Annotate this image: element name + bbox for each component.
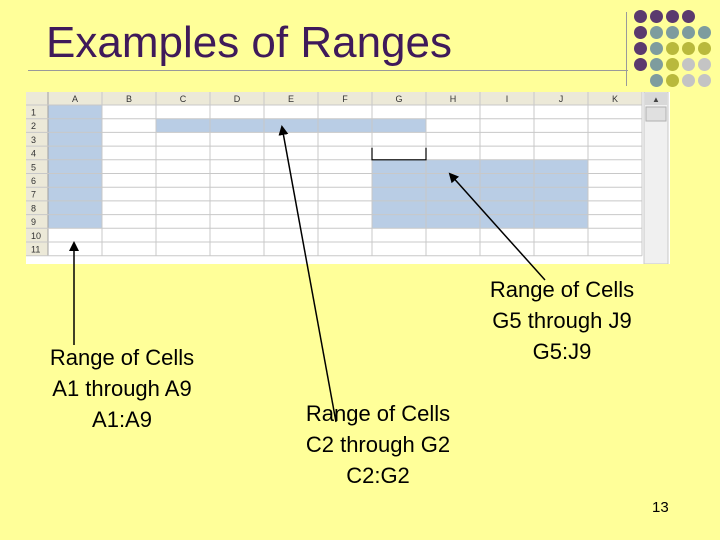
label-range-c: Range of Cells C2 through G2 C2:G2 — [262, 398, 494, 491]
decorative-dot — [698, 26, 711, 39]
label-range-c-line3: C2:G2 — [346, 463, 410, 488]
decorative-dot — [666, 58, 679, 71]
cell-selection-marker — [371, 147, 427, 161]
column-header-j: J — [559, 94, 564, 104]
row-header-8: 8 — [31, 203, 36, 213]
row-header-2: 2 — [31, 121, 36, 131]
decorative-dot — [666, 10, 679, 23]
label-range-a-line1: Range of Cells — [49, 345, 195, 370]
label-range-c-line1: Range of Cells — [305, 401, 451, 426]
label-range-c-line2: C2 through G2 — [305, 432, 451, 457]
range-highlight-a1-a9 — [48, 105, 102, 229]
arrow-to-range-c — [278, 125, 337, 423]
spreadsheet-grid: A B C D E F G H I J K 1 2 3 4 5 6 7 8 9 10 11 ▲ — [26, 92, 669, 264]
row-header-1: 1 — [31, 108, 36, 118]
decorative-dot — [634, 58, 647, 71]
page-number: 13 — [652, 499, 669, 516]
decorative-dot — [650, 58, 663, 71]
scroll-thumb — [645, 106, 667, 122]
decorative-dot — [634, 10, 647, 23]
decorative-dot — [666, 26, 679, 39]
column-header-d: D — [234, 94, 241, 104]
slide-title: Examples of Ranges — [46, 18, 452, 67]
label-range-g-line1: Range of Cells — [489, 277, 635, 302]
row-header-10: 10 — [31, 231, 41, 241]
decorative-dot — [682, 42, 695, 55]
decorative-dot — [698, 74, 711, 87]
decorative-dot — [650, 74, 663, 87]
label-range-g-line2: G5 through J9 — [492, 308, 632, 333]
column-header-k: K — [612, 94, 618, 104]
row-header-11: 11 — [31, 245, 40, 255]
row-header-3: 3 — [31, 135, 36, 145]
row-header-9: 9 — [31, 217, 36, 227]
row-header-7: 7 — [31, 190, 36, 200]
title-underline — [28, 70, 628, 71]
decorative-dot — [666, 42, 679, 55]
title-vertical-rule — [626, 12, 627, 86]
column-header-a: A — [72, 94, 78, 104]
decorative-dot — [682, 10, 695, 23]
label-range-a-line3: A1:A9 — [92, 407, 152, 432]
column-header-b: B — [126, 94, 132, 104]
spreadsheet-screenshot: A B C D E F G H I J K 1 2 3 4 5 6 7 8 9 10 11 ▲ — [26, 92, 670, 264]
range-highlight-c2-g2 — [156, 118, 426, 133]
decorative-dot — [650, 10, 663, 23]
decorative-dot — [650, 42, 663, 55]
column-header-e: E — [288, 94, 294, 104]
decorative-dot — [634, 42, 647, 55]
label-range-a-line2: A1 through A9 — [52, 376, 192, 401]
row-header-6: 6 — [31, 176, 36, 186]
row-header-4: 4 — [31, 149, 36, 159]
column-header-f: F — [342, 94, 348, 104]
arrow-to-range-g — [448, 172, 546, 281]
row-header-5: 5 — [31, 162, 36, 172]
scroll-up-arrow-icon: ▲ — [652, 95, 660, 104]
decorative-dot — [698, 58, 711, 71]
decorative-dot — [682, 58, 695, 71]
column-header-g: G — [395, 94, 402, 104]
scroll-up-button — [645, 93, 667, 105]
column-header-h: H — [450, 94, 457, 104]
decorative-dot — [682, 26, 695, 39]
label-range-g: Range of Cells G5 through J9 G5:J9 — [446, 274, 678, 367]
column-header-i: I — [506, 94, 509, 104]
decorative-dot — [650, 26, 663, 39]
decorative-dot — [666, 74, 679, 87]
decorative-dot — [682, 74, 695, 87]
column-header-c: C — [180, 94, 187, 104]
label-range-g-line3: G5:J9 — [532, 339, 592, 364]
decorative-dot — [698, 42, 711, 55]
label-range-a: Range of Cells A1 through A9 A1:A9 — [6, 342, 238, 435]
decorative-dot — [634, 26, 647, 39]
column-header-bar — [26, 92, 642, 105]
